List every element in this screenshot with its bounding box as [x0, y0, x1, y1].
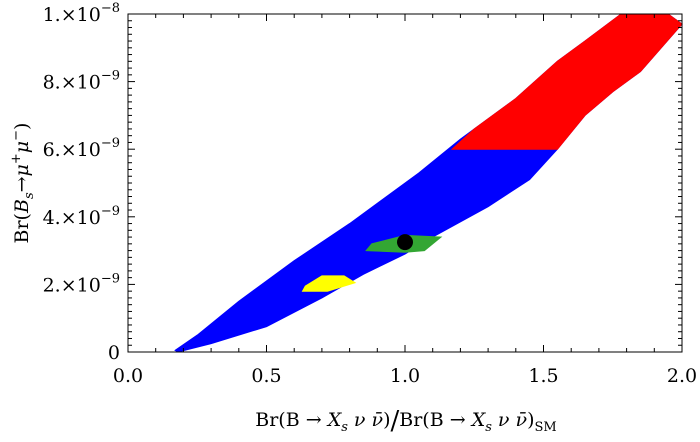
y-tick-labels: 0 2.×10−9 4.×10−9 6.×10−9 8.×10−9 1.×10−8 [43, 1, 120, 364]
y-tick-label: 8.×10−9 [43, 69, 120, 94]
axis-ticks [127, 13, 683, 353]
y-axis-title: Br(Bs→μ+μ−) [9, 123, 37, 244]
y-tick-label: 1.×10−8 [43, 1, 120, 26]
x-axis-title: Br(B → Xs ν ν̄)/Br(B → Xs ν ν̄)SM [255, 406, 556, 436]
x-tick-label: 0.5 [251, 365, 281, 387]
highlight-point-0 [397, 234, 413, 251]
scatter-region-1 [450, 13, 683, 150]
y-tick-label: 2.×10−9 [43, 271, 120, 296]
y-tick-label: 0 [108, 342, 120, 364]
x-tick-labels: 0.0 0.5 1.0 1.5 2.0 [113, 365, 697, 387]
x-tick-label: 1.5 [528, 365, 558, 387]
highlight-points [397, 234, 413, 251]
scatter-regions [174, 13, 683, 353]
x-tick-label: 0.0 [113, 365, 143, 387]
scatter-region-3 [301, 275, 357, 292]
x-tick-label: 2.0 [667, 365, 697, 387]
x-tick-label: 1.0 [390, 365, 420, 387]
y-tick-label: 6.×10−9 [43, 136, 120, 161]
y-tick-label: 4.×10−9 [43, 204, 120, 229]
